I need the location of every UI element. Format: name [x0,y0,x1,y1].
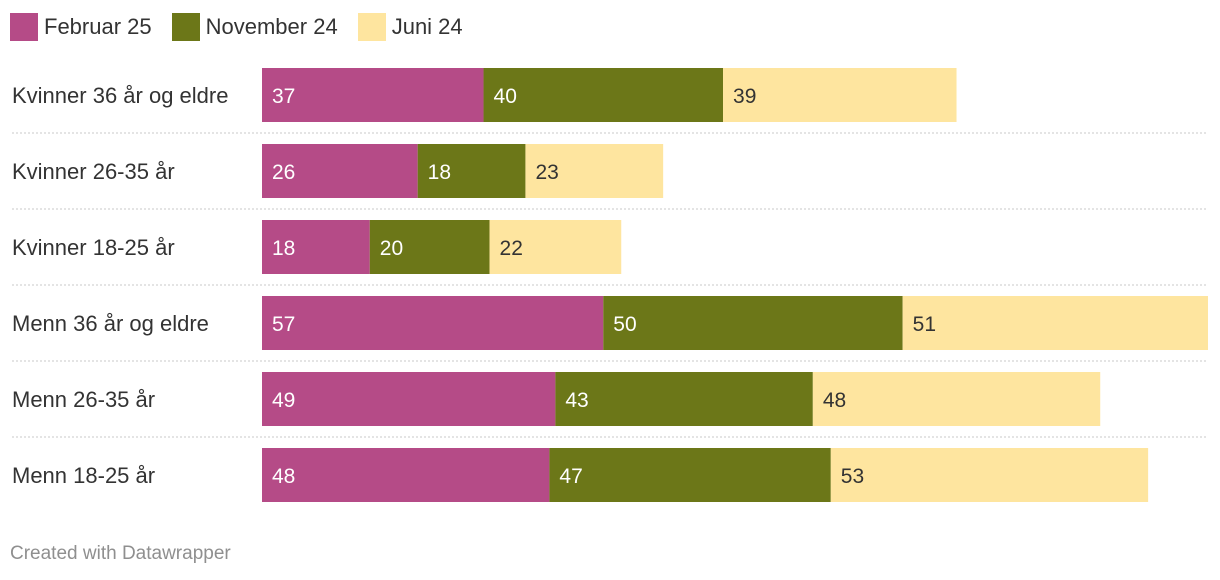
value-label-kvinner-26-35-ar-november-24: 18 [428,161,451,184]
bar-menn-26-35-ar-november-24[interactable] [555,372,813,426]
value-label-kvinner-18-25-ar-februar-25: 18 [272,237,295,260]
bar-kvinner-36-ar-og-eldre-juni-24[interactable] [723,68,957,122]
legend-item-november-24[interactable]: November 24 [171,13,338,41]
bar-kvinner-26-35-ar-februar-25[interactable] [262,144,418,198]
value-label-menn-36-ar-og-eldre-juni-24: 51 [913,313,936,336]
legend-item-juni-24[interactable]: Juni 24 [357,13,463,41]
bar-menn-36-ar-og-eldre-november-24[interactable] [603,296,903,350]
row-label-kvinner-36-ar-og-eldre: Kvinner 36 år og eldre [12,83,228,108]
value-label-menn-26-35-ar-februar-25: 49 [272,389,295,412]
row-label-menn-26-35-ar: Menn 26-35 år [12,387,155,412]
value-label-menn-18-25-ar-november-24: 47 [559,465,582,488]
bar-menn-18-25-ar-juni-24[interactable] [830,448,1149,502]
legend-swatch-februar-25 [10,13,38,41]
bar-kvinner-26-35-ar-juni-24[interactable] [525,144,664,198]
legend-label-november-24: November 24 [205,14,338,39]
bar-kvinner-36-ar-og-eldre-februar-25[interactable] [262,68,484,122]
legend-item-februar-25[interactable]: Februar 25 [10,13,152,41]
value-label-kvinner-18-25-ar-november-24: 20 [380,237,403,260]
value-label-kvinner-36-ar-og-eldre-november-24: 40 [494,85,517,108]
value-label-menn-18-25-ar-februar-25: 48 [272,465,295,488]
bar-kvinner-18-25-ar-februar-25[interactable] [262,220,370,274]
bar-menn-36-ar-og-eldre-februar-25[interactable] [262,296,604,350]
bar-kvinner-36-ar-og-eldre-november-24[interactable] [483,68,724,122]
value-label-menn-26-35-ar-november-24: 43 [565,389,588,412]
value-label-menn-18-25-ar-juni-24: 53 [841,465,864,488]
value-label-kvinner-18-25-ar-juni-24: 22 [500,237,523,260]
value-label-menn-36-ar-og-eldre-november-24: 50 [613,313,636,336]
bar-menn-18-25-ar-november-24[interactable] [549,448,831,502]
legend: Februar 25 November 24 Juni 24 [10,12,483,42]
value-label-kvinner-36-ar-og-eldre-februar-25: 37 [272,85,295,108]
row-label-menn-18-25-ar: Menn 18-25 år [12,463,155,488]
legend-label-juni-24: Juni 24 [391,14,463,39]
bar-kvinner-18-25-ar-juni-24[interactable] [489,220,622,274]
bar-kvinner-26-35-ar-november-24[interactable] [417,144,526,198]
bar-menn-26-35-ar-februar-25[interactable] [262,372,556,426]
bar-kvinner-18-25-ar-november-24[interactable] [369,220,490,274]
bar-menn-26-35-ar-juni-24[interactable] [812,372,1101,426]
value-label-menn-36-ar-og-eldre-februar-25: 57 [272,313,295,336]
value-label-kvinner-36-ar-og-eldre-juni-24: 39 [733,85,756,108]
value-label-kvinner-26-35-ar-februar-25: 26 [272,161,295,184]
value-label-kvinner-26-35-ar-juni-24: 23 [535,161,558,184]
legend-swatch-juni-24 [357,13,386,41]
bar-menn-18-25-ar-februar-25[interactable] [262,448,550,502]
value-label-menn-26-35-ar-juni-24: 48 [823,389,846,412]
row-label-menn-36-ar-og-eldre: Menn 36 år og eldre [12,311,209,336]
row-label-kvinner-18-25-ar: Kvinner 18-25 år [12,235,175,260]
bar-menn-36-ar-og-eldre-juni-24[interactable] [902,296,1208,350]
legend-label-februar-25: Februar 25 [44,14,152,39]
credit-text: Created with Datawrapper [10,543,231,564]
legend-swatch-november-24 [171,13,200,41]
row-label-kvinner-26-35-ar: Kvinner 26-35 år [12,159,175,184]
